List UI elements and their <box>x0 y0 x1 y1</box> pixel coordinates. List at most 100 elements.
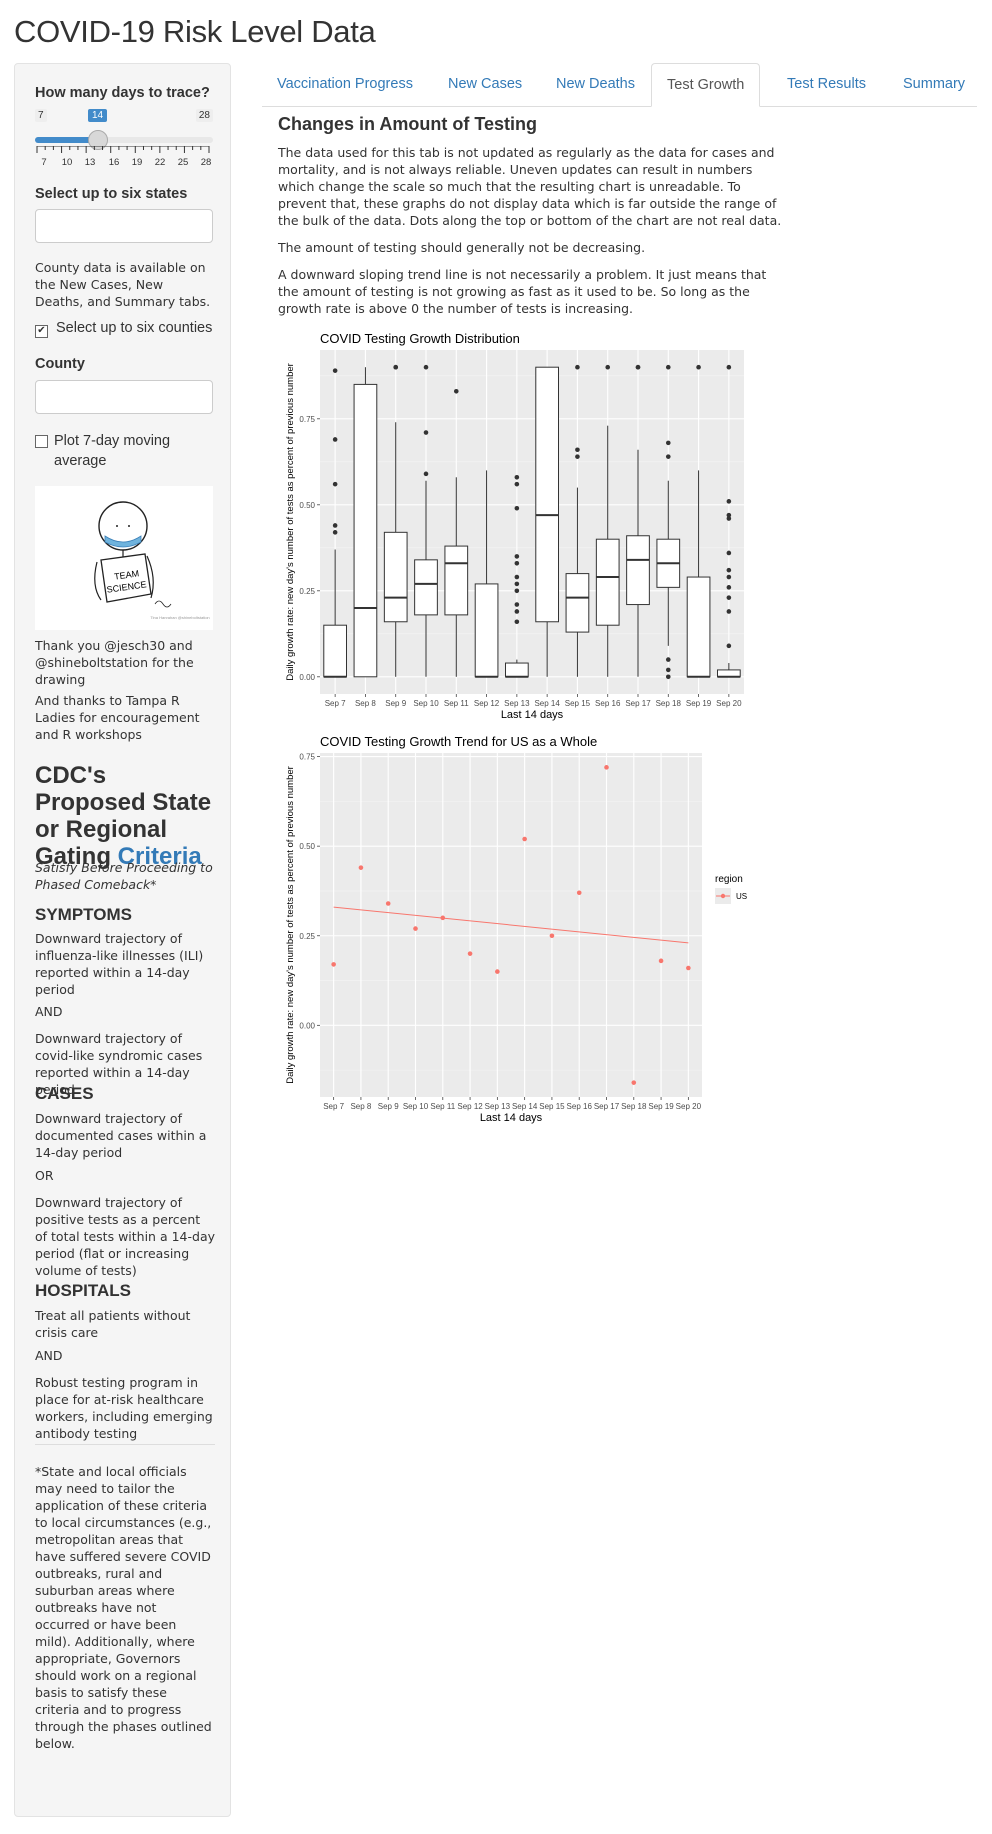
states-input[interactable] <box>35 209 213 243</box>
plot-panel <box>320 350 744 694</box>
box-outlier <box>726 643 732 649</box>
box-outlier <box>665 454 671 459</box>
chart-title: COVID Testing Growth Trend for US as a W… <box>320 734 597 749</box>
x-tick-label: Sep 10 <box>413 699 439 708</box>
x-axis-title: Last 14 days <box>480 1112 543 1124</box>
y-tick-label: 0.75 <box>299 415 315 424</box>
box-outlier <box>726 364 732 370</box>
data-point-us <box>549 933 555 939</box>
cdc-footnote: *State and local officials may need to t… <box>35 1464 212 1751</box>
y-tick-label: 0.00 <box>299 1021 315 1030</box>
legend-title: region <box>715 874 743 885</box>
slider-max-label: 28 <box>195 109 213 122</box>
box-outlier <box>423 471 429 477</box>
county-input[interactable] <box>35 380 213 414</box>
box-outlier <box>332 530 338 535</box>
symptoms-heading: SYMPTOMS <box>35 905 132 924</box>
data-point-us <box>413 926 418 931</box>
box-outlier <box>605 364 611 370</box>
slider-handle[interactable] <box>88 130 108 150</box>
box <box>686 576 711 678</box>
x-tick-label: Sep 8 <box>355 699 376 708</box>
x-tick-label: Sep 13 <box>485 1102 511 1111</box>
x-tick-label: Sep 15 <box>565 699 591 708</box>
x-tick-label: Sep 11 <box>430 1102 455 1111</box>
slider-tick-label: 28 <box>200 157 212 168</box>
data-point-us <box>658 958 664 964</box>
cases-criterion-2: Downward trajectory of positive tests as… <box>35 1195 215 1278</box>
slider-tick-label: 22 <box>154 157 166 168</box>
box-outlier <box>726 499 732 504</box>
y-tick-label: 0.50 <box>299 842 315 851</box>
x-tick-label: Sep 16 <box>595 699 621 708</box>
x-tick-label: Sep 19 <box>648 1102 674 1111</box>
data-point-us <box>522 836 527 842</box>
y-axis-title: Daily growth rate: new day's number of t… <box>285 363 296 681</box>
hospitals-heading: HOSPITALS <box>35 1281 132 1300</box>
hospitals-criterion-1: Treat all patients without crisis care <box>35 1308 191 1340</box>
box-outlier <box>726 516 732 521</box>
tab-test-growth[interactable]: Test Growth <box>651 63 761 107</box>
cases-criterion-1: Downward trajectory of documented cases … <box>35 1111 207 1160</box>
y-tick-label: 0.25 <box>299 932 315 941</box>
box <box>474 583 499 678</box>
box-outlier <box>726 512 732 518</box>
box-outlier <box>575 447 580 453</box>
box-outlier <box>665 440 671 446</box>
states-label: Select up to six states <box>35 186 188 202</box>
box-outlier <box>332 523 338 528</box>
x-tick-label: Sep 17 <box>594 1102 620 1111</box>
cases-or: OR <box>35 1168 54 1183</box>
county-checkbox[interactable]: ✔ <box>35 325 48 338</box>
box <box>505 662 529 678</box>
tab-test-results[interactable]: Test Results <box>787 76 866 92</box>
cdc-criteria-link[interactable]: Criteria <box>117 843 202 870</box>
box <box>626 535 650 606</box>
box-outlier <box>726 585 732 590</box>
box <box>323 624 347 678</box>
hospitals-criterion-2: Robust testing program in place for at-r… <box>35 1375 213 1441</box>
county-checkbox-label: Select up to six counties <box>56 320 213 336</box>
slider-track[interactable] <box>35 137 213 143</box>
tab-new-cases[interactable]: New Cases <box>448 76 523 92</box>
county-checkbox-row[interactable]: ✔ Select up to six counties <box>35 320 215 338</box>
sidebar-panel: How many days to trace? 7 14 28 7 10 13 … <box>14 63 231 1817</box>
team-science-illustration: TEAM SCIENCE Tina Hanrahan @shineboltsta… <box>94 501 210 620</box>
box-outlier <box>514 481 520 487</box>
box-outlier <box>726 550 732 556</box>
box-outlier <box>423 430 429 435</box>
county-label: County <box>35 356 85 372</box>
box-outlier <box>726 609 732 614</box>
x-tick-label: Sep 7 <box>325 699 346 708</box>
slider-tick-label: 10 <box>61 157 73 168</box>
drawing-text-team: TEAM <box>114 568 140 581</box>
moving-avg-checkbox[interactable] <box>35 435 48 448</box>
slider-tick-label: 25 <box>177 157 189 168</box>
cdc-title-text: CDC's Proposed State or Regional Gating <box>35 762 212 870</box>
x-tick-label: Sep 18 <box>621 1102 647 1111</box>
app-title: COVID-19 Risk Level Data <box>14 14 376 49</box>
cases-heading: CASES <box>35 1084 94 1103</box>
thanks-tampa: And thanks to Tampa R Ladies for encoura… <box>35 693 200 742</box>
trend-note: A downward sloping trend line is not nec… <box>278 267 767 316</box>
x-tick-label: Sep 14 <box>534 699 560 708</box>
tab-summary[interactable]: Summary <box>903 76 966 92</box>
days-slider-label: How many days to trace? <box>35 85 210 101</box>
box <box>353 383 378 678</box>
box-outlier <box>514 581 520 587</box>
thanks-drawing: Thank you @jesch30 and @shineboltstation… <box>35 638 194 687</box>
tab-new-deaths[interactable]: New Deaths <box>556 76 635 92</box>
box-outlier <box>423 364 429 370</box>
page-heading: Changes in Amount of Testing <box>278 114 537 134</box>
days-slider[interactable]: 7 14 28 7 10 13 16 19 22 25 28 <box>35 109 215 171</box>
box-outlier <box>635 364 641 370</box>
x-axis-title: Last 14 days <box>501 709 564 721</box>
x-tick-label: Sep 17 <box>625 699 651 708</box>
tab-vaccination-progress[interactable]: Vaccination Progress <box>277 76 413 92</box>
box <box>383 531 408 623</box>
data-point-us <box>631 1080 637 1085</box>
moving-avg-row[interactable]: Plot 7-day moving average <box>35 431 215 471</box>
box <box>414 559 438 616</box>
x-tick-label: Sep 7 <box>323 1102 344 1111</box>
x-tick-label: Sep 10 <box>403 1102 429 1111</box>
